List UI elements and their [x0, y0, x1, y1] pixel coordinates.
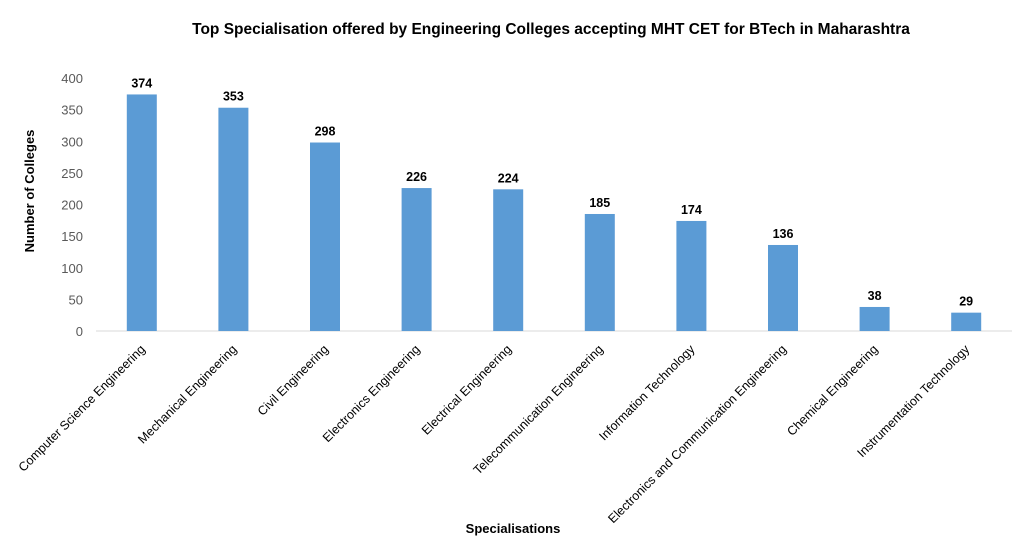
bar	[401, 188, 432, 331]
data-label: 185	[589, 196, 610, 210]
data-label: 353	[223, 90, 244, 104]
y-tick-label: 300	[61, 134, 83, 149]
y-tick-label: 150	[61, 229, 83, 244]
bar	[218, 107, 249, 331]
data-label: 298	[315, 125, 336, 139]
bar	[951, 312, 982, 331]
y-tick-label: 100	[61, 261, 83, 276]
x-tick-label: Electronics and Communication Engineerin…	[605, 342, 789, 526]
data-label: 224	[498, 171, 519, 185]
data-label: 136	[773, 227, 794, 241]
bar	[310, 142, 340, 331]
data-label: 226	[406, 170, 427, 184]
x-tick-label: Information Technology	[596, 342, 698, 444]
y-tick-label: 400	[61, 71, 83, 86]
x-tick-label: Mechanical Engineering	[135, 342, 239, 446]
y-tick-label: 200	[61, 198, 83, 213]
y-tick-label: 0	[76, 324, 83, 339]
data-label: 29	[959, 295, 973, 309]
y-tick-label: 50	[69, 292, 83, 307]
data-label: 174	[681, 203, 702, 217]
data-label: 374	[131, 76, 152, 90]
bar	[584, 213, 615, 331]
y-tick-label: 250	[61, 166, 83, 181]
data-label: 38	[868, 289, 882, 303]
bar	[493, 189, 524, 331]
chart-title: Top Specialisation offered by Engineerin…	[192, 21, 910, 38]
x-tick-label: Electronics Engineering	[320, 342, 423, 445]
bar	[859, 306, 890, 331]
bar	[676, 220, 707, 331]
x-tick-label: Electrical Engineering	[419, 342, 514, 437]
x-axis-label: Specialisations	[466, 521, 561, 536]
y-tick-label: 350	[61, 103, 83, 118]
bar	[126, 94, 157, 331]
y-axis-label: Number of Colleges	[22, 130, 37, 253]
x-tick-label: Chemical Engineering	[784, 342, 880, 438]
bar	[768, 244, 798, 331]
x-tick-label: Civil Engineering	[255, 342, 331, 418]
x-tick-label: Computer Science Engineering	[16, 342, 148, 474]
